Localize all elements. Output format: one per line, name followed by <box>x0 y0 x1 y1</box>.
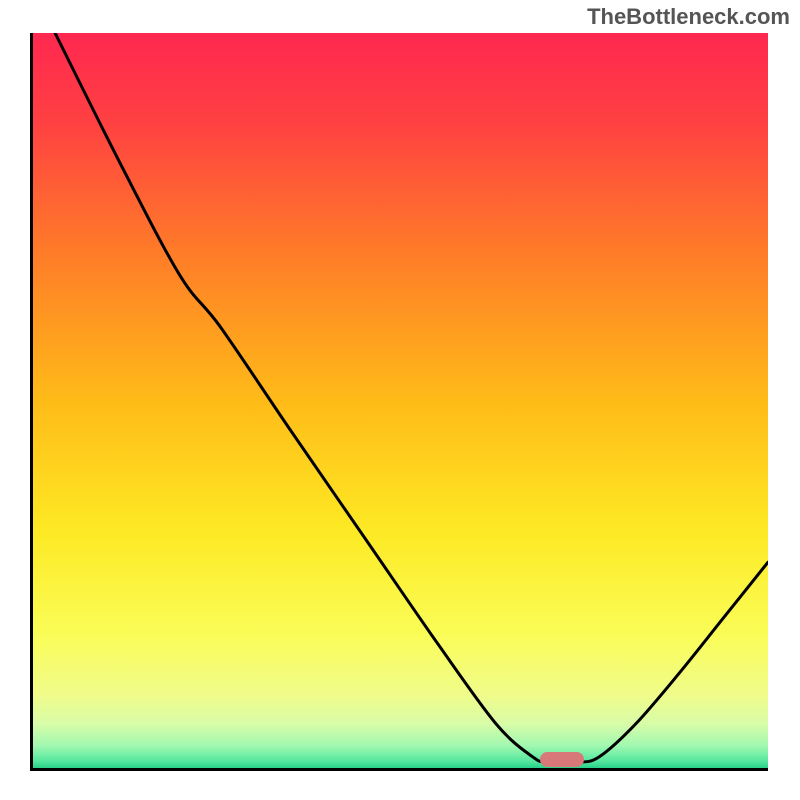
x-axis-line <box>30 768 768 771</box>
y-axis-line <box>30 33 33 771</box>
watermark-text: TheBottleneck.com <box>587 4 790 30</box>
chart-container: TheBottleneck.com <box>0 0 800 800</box>
plot-svg <box>33 33 768 768</box>
gradient-fill <box>33 33 768 768</box>
plot-area <box>33 33 768 768</box>
minimum-marker <box>540 752 584 767</box>
